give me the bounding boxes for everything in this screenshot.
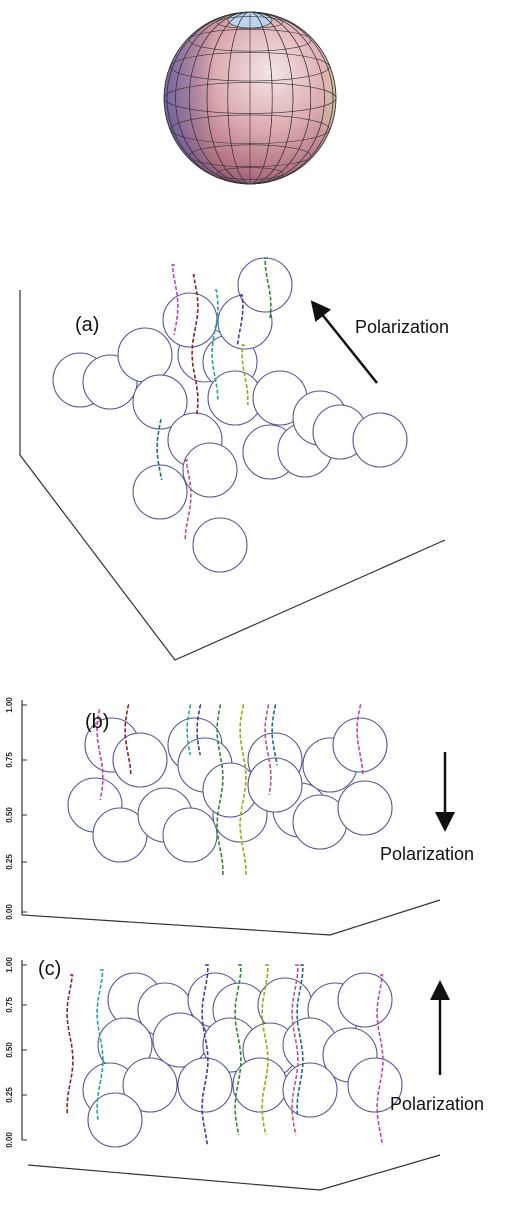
axes-a (19, 290, 446, 661)
trajectory (296, 964, 304, 1116)
trajectory (291, 964, 299, 1136)
y-tick-label: 0.50 (5, 1042, 14, 1058)
arrow-label: Polarization (390, 1094, 484, 1114)
trajectory (271, 704, 278, 766)
trajectory (241, 344, 249, 406)
trajectory (124, 704, 132, 776)
trajectory (186, 704, 192, 756)
trajectory (239, 704, 247, 876)
sphere-particle (337, 972, 393, 1028)
sphere-particle (182, 442, 238, 498)
sphere-particle (122, 1057, 178, 1113)
panel-label: (c) (38, 958, 61, 980)
trajectory (236, 294, 244, 346)
trajectory (184, 459, 192, 541)
trajectory (191, 274, 199, 416)
sphere-particle (282, 1062, 338, 1118)
sphere-particle (337, 780, 393, 836)
y-tick-label: 0.25 (5, 854, 14, 870)
sphere (163, 11, 337, 185)
sphere-particle (352, 412, 408, 468)
sphere-particle (87, 1092, 143, 1148)
trajectory (66, 974, 74, 1116)
sphere-particle (192, 517, 248, 573)
y-tick-label: 0.50 (5, 807, 14, 823)
sphere-grid (216, 167, 284, 180)
trajectory (196, 704, 202, 756)
arrow (310, 300, 378, 384)
y-tick-label: 0.75 (5, 752, 14, 768)
y-tick-label: 0.25 (5, 1087, 14, 1103)
trajectory (201, 964, 209, 1146)
sphere-particle (237, 257, 293, 313)
trajectory (96, 969, 104, 1121)
trajectory (264, 704, 272, 796)
sphere-particle (162, 292, 218, 348)
y-tick-label: 0.75 (5, 997, 14, 1013)
sphere-grid (188, 144, 312, 168)
trajectory (171, 264, 179, 336)
sphere-particle (247, 757, 303, 813)
sphere-grid (216, 16, 284, 29)
sphere-particle (177, 1057, 233, 1113)
sphere-grid (170, 114, 330, 144)
sphere-particle (132, 464, 188, 520)
arrow-label: Polarization (355, 317, 449, 337)
trajectory (211, 289, 219, 401)
sphere-particle (112, 732, 168, 788)
sphere-particle (117, 327, 173, 383)
trajectory (234, 964, 242, 1136)
sphere-particle (132, 374, 188, 430)
y-tick-label: 0.00 (5, 1132, 14, 1148)
sphere-grid (170, 52, 330, 82)
arrow-label: Polarization (380, 844, 474, 864)
sphere-particle (332, 717, 388, 773)
trajectory (216, 704, 224, 876)
trajectory (261, 964, 269, 1136)
y-tick-label: 1.00 (5, 697, 14, 713)
y-tick-label: 0.00 (5, 904, 14, 920)
trajectory (96, 709, 104, 801)
trajectory (264, 257, 272, 319)
axes-b (21, 700, 441, 936)
panel-label: (b) (85, 711, 109, 733)
trajectory (356, 704, 364, 776)
panel-label: (a) (75, 314, 99, 336)
sphere-particle (162, 807, 218, 863)
y-tick-label: 1.00 (5, 957, 14, 973)
sphere-particle (347, 1057, 403, 1113)
sphere-grid (188, 28, 312, 52)
trajectory (156, 419, 163, 481)
